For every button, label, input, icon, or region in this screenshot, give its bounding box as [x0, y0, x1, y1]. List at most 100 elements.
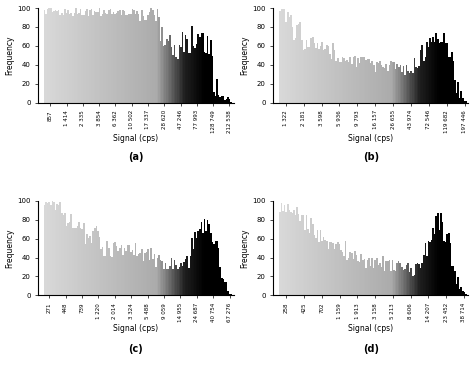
Bar: [92, 15, 94, 103]
Bar: [343, 256, 345, 295]
Bar: [78, 222, 80, 295]
Bar: [384, 271, 385, 295]
Bar: [447, 234, 448, 295]
Bar: [219, 97, 221, 103]
Bar: [368, 258, 370, 295]
Bar: [168, 269, 169, 295]
Bar: [321, 241, 323, 295]
Bar: [448, 57, 449, 103]
Bar: [199, 229, 201, 295]
Bar: [348, 62, 349, 103]
Bar: [160, 260, 161, 295]
Bar: [133, 255, 135, 295]
Bar: [334, 249, 336, 295]
Bar: [61, 13, 63, 103]
Bar: [56, 11, 58, 103]
Bar: [53, 202, 55, 295]
Bar: [83, 223, 84, 295]
Bar: [417, 263, 418, 295]
Bar: [46, 202, 47, 295]
Bar: [105, 13, 107, 103]
Bar: [211, 55, 213, 103]
Bar: [143, 261, 144, 295]
Bar: [113, 243, 114, 295]
Bar: [82, 228, 83, 295]
Bar: [392, 260, 393, 295]
Bar: [337, 59, 338, 103]
Bar: [428, 47, 429, 103]
Bar: [367, 59, 368, 103]
Bar: [415, 264, 417, 295]
Bar: [346, 260, 348, 295]
Bar: [91, 243, 92, 295]
Bar: [219, 267, 221, 295]
Bar: [465, 294, 467, 295]
Bar: [462, 98, 464, 103]
Bar: [94, 11, 95, 103]
Bar: [111, 257, 113, 295]
Bar: [133, 11, 135, 103]
Bar: [329, 54, 331, 103]
Bar: [155, 21, 156, 103]
Bar: [438, 43, 440, 103]
Bar: [190, 256, 191, 295]
Bar: [398, 67, 400, 103]
Bar: [287, 204, 289, 295]
Bar: [188, 268, 190, 295]
Bar: [356, 255, 357, 295]
Bar: [89, 236, 91, 295]
Bar: [442, 42, 443, 103]
Bar: [438, 230, 440, 295]
Bar: [175, 265, 177, 295]
Bar: [213, 244, 215, 295]
Bar: [453, 266, 454, 295]
Bar: [456, 93, 457, 103]
Bar: [82, 15, 83, 103]
Bar: [389, 65, 390, 103]
Bar: [127, 15, 128, 103]
Bar: [102, 247, 103, 295]
Bar: [293, 40, 295, 103]
Bar: [71, 13, 72, 103]
Bar: [290, 212, 292, 295]
Bar: [306, 215, 307, 295]
Bar: [383, 66, 384, 103]
Bar: [111, 14, 113, 103]
Bar: [351, 64, 353, 103]
Bar: [139, 253, 141, 295]
Bar: [86, 9, 88, 103]
Bar: [340, 62, 342, 103]
Bar: [229, 294, 230, 295]
Bar: [365, 268, 367, 295]
Bar: [393, 270, 395, 295]
Bar: [315, 238, 317, 295]
Bar: [383, 256, 384, 295]
Bar: [179, 45, 180, 103]
Bar: [99, 8, 100, 103]
Text: (c): (c): [128, 344, 143, 355]
Bar: [396, 263, 398, 295]
Bar: [77, 14, 78, 103]
Bar: [86, 234, 88, 295]
Bar: [336, 244, 337, 295]
Bar: [63, 15, 64, 103]
Bar: [116, 13, 118, 103]
Bar: [132, 9, 133, 103]
Bar: [103, 256, 105, 295]
Bar: [185, 259, 186, 295]
Bar: [100, 249, 102, 295]
Bar: [186, 40, 188, 103]
Bar: [154, 15, 155, 103]
Bar: [186, 256, 188, 295]
Bar: [113, 12, 114, 103]
Bar: [224, 282, 226, 295]
Bar: [230, 294, 232, 295]
Bar: [437, 40, 438, 103]
Bar: [285, 212, 287, 295]
Bar: [122, 255, 124, 295]
Bar: [78, 13, 80, 103]
Bar: [177, 59, 179, 103]
Bar: [378, 265, 379, 295]
Bar: [209, 54, 210, 103]
Bar: [75, 8, 77, 103]
